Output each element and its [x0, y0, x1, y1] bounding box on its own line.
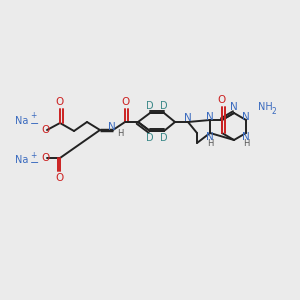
Text: N: N [230, 102, 238, 112]
Text: O: O [218, 95, 226, 105]
Text: O: O [42, 153, 50, 163]
Text: N: N [242, 132, 250, 142]
Text: N: N [206, 112, 214, 122]
Text: NH: NH [258, 102, 273, 112]
Text: −: − [30, 119, 40, 129]
Text: +: + [30, 151, 36, 160]
Text: O: O [121, 97, 129, 107]
Text: O: O [56, 97, 64, 107]
Text: Na: Na [15, 116, 29, 126]
Text: Na: Na [15, 155, 29, 165]
Text: D: D [160, 133, 168, 143]
Text: H: H [243, 139, 249, 148]
Text: D: D [146, 101, 154, 111]
Text: D: D [146, 133, 154, 143]
Text: +: + [30, 112, 36, 121]
Text: N: N [206, 132, 214, 142]
Text: D: D [160, 101, 168, 111]
Text: O: O [42, 125, 50, 135]
Text: H: H [207, 139, 213, 148]
Text: −: − [30, 158, 40, 168]
Text: N: N [242, 112, 250, 122]
Text: 2: 2 [271, 107, 276, 116]
Text: N: N [184, 113, 192, 123]
Text: O: O [56, 173, 64, 183]
Text: H: H [117, 130, 123, 139]
Text: N: N [108, 122, 116, 132]
